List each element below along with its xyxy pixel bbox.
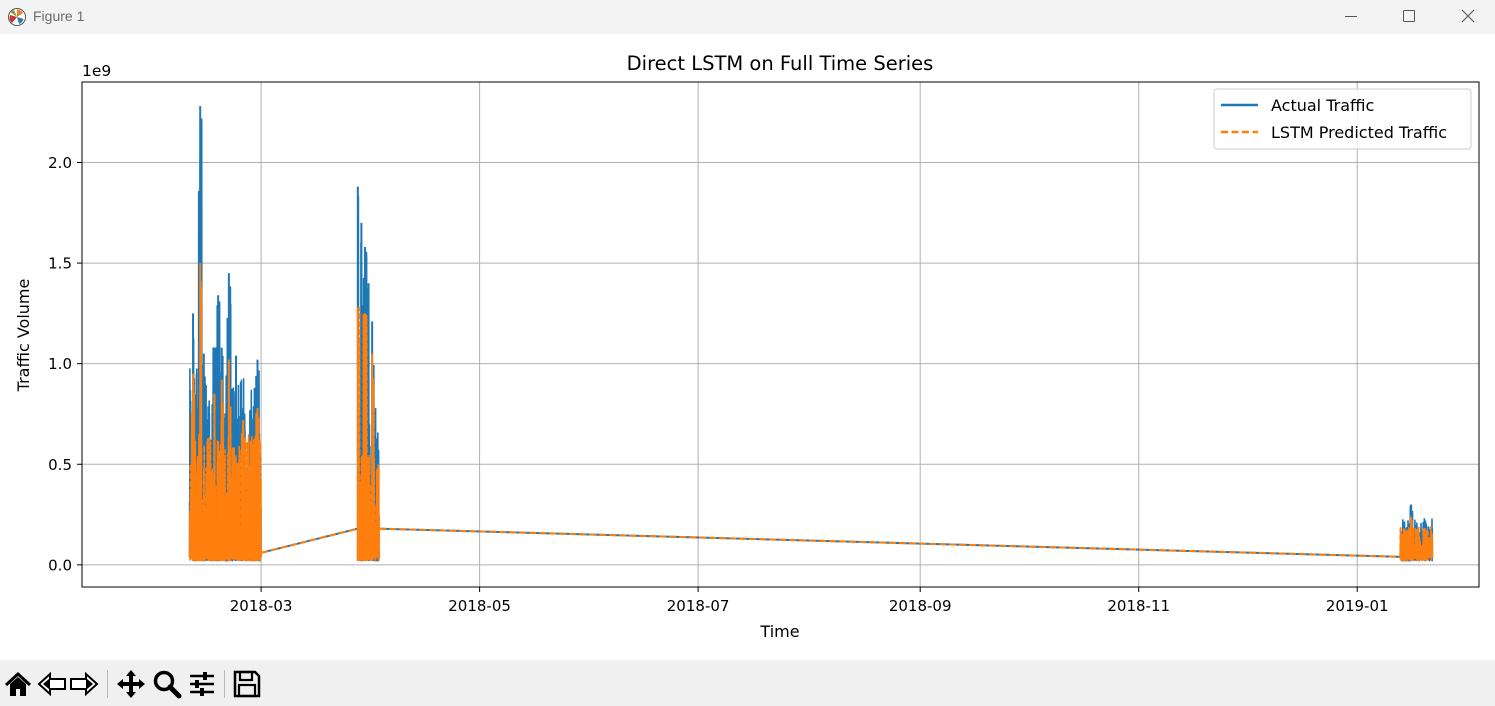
series-layer — [188, 106, 1434, 562]
series-burst-line — [188, 280, 262, 562]
y-tick-label: 1.5 — [48, 255, 72, 273]
x-tick-label: 2018-11 — [1107, 597, 1170, 615]
series-lstm-predicted — [188, 263, 1434, 562]
x-tick-label: 2018-09 — [889, 597, 952, 615]
zoom-button[interactable] — [151, 668, 183, 700]
legend-label-predicted: LSTM Predicted Traffic — [1271, 123, 1447, 142]
floppy-disk-icon — [233, 670, 261, 698]
minimize-icon — [1345, 16, 1357, 17]
series-burst-line — [356, 307, 381, 562]
back-arrow-icon — [37, 671, 66, 697]
navigation-toolbar — [0, 660, 1495, 706]
axes-background — [82, 82, 1479, 587]
forward-button[interactable] — [68, 668, 100, 700]
y-tick-label: 0.0 — [48, 556, 72, 574]
configure-subplots-button[interactable] — [186, 668, 218, 700]
toolbar-separator — [107, 670, 108, 698]
window-title: Figure 1 — [33, 8, 85, 24]
legend: Actual Traffic LSTM Predicted Traffic — [1213, 88, 1472, 150]
home-icon — [4, 671, 32, 696]
series-burst-line — [1399, 519, 1434, 562]
magnifier-icon — [153, 670, 182, 699]
chart: 2018-03 2018-05 2018-07 2018-09 2018-11 2019-… — [14, 52, 1480, 641]
sliders-icon — [190, 672, 214, 696]
series-connector-line — [260, 527, 359, 554]
y-tick-label: 0.5 — [48, 456, 72, 474]
home-button[interactable] — [2, 668, 34, 700]
matplotlib-logo-icon — [8, 8, 26, 26]
x-tick-label: 2019-01 — [1326, 597, 1389, 615]
y-offset-label: 1e9 — [82, 62, 111, 80]
y-tick-label: 2.0 — [48, 154, 72, 172]
x-tick-label: 2018-07 — [667, 597, 730, 615]
legend-box — [1213, 88, 1472, 150]
close-button[interactable] — [1438, 0, 1495, 34]
move-icon — [117, 670, 145, 698]
close-icon — [1461, 9, 1475, 23]
toolbar-separator — [224, 670, 225, 698]
save-button[interactable] — [231, 668, 263, 700]
axes-frame — [81, 81, 1480, 588]
back-button[interactable] — [36, 668, 68, 700]
x-axis-label: Time — [759, 622, 799, 641]
y-tick-label: 1.0 — [48, 355, 72, 373]
y-axis-label: Traffic Volume — [14, 279, 33, 393]
maximize-icon — [1403, 10, 1415, 22]
x-tick-label: 2018-03 — [230, 597, 293, 615]
legend-label-actual: Actual Traffic — [1271, 96, 1374, 115]
series-connector-line — [379, 527, 1401, 558]
window-titlebar: Figure 1 — [0, 0, 1495, 34]
chart-title: Direct LSTM on Full Time Series — [627, 52, 934, 75]
pan-button[interactable] — [115, 668, 147, 700]
forward-arrow-icon — [70, 671, 99, 697]
figure-canvas[interactable]: 2018-03 2018-05 2018-07 2018-09 2018-11 2019-… — [0, 34, 1495, 660]
x-tick-label: 2018-05 — [448, 597, 511, 615]
maximize-button[interactable] — [1380, 0, 1438, 34]
grid — [82, 82, 1479, 587]
ticks: 2018-03 2018-05 2018-07 2018-09 2018-11 2019-… — [48, 154, 1388, 615]
minimize-button[interactable] — [1322, 0, 1380, 34]
